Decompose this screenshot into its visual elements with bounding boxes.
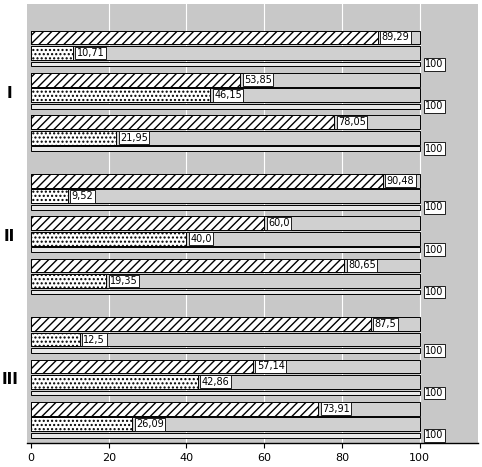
Bar [31,375,198,389]
Bar [31,333,419,347]
Text: 100: 100 [426,346,444,356]
Bar [31,248,419,252]
Text: 9,52: 9,52 [72,191,94,201]
Bar [31,216,419,230]
Text: 100: 100 [426,144,444,154]
Bar [31,390,419,396]
Text: 90,48: 90,48 [387,176,414,186]
Text: 21,95: 21,95 [120,133,148,143]
Bar [31,360,253,373]
Text: 100: 100 [426,202,444,212]
Bar [31,62,419,66]
Text: 78,05: 78,05 [338,117,366,127]
Bar [31,259,419,272]
Text: 10,71: 10,71 [77,48,104,58]
Text: 100: 100 [426,430,444,440]
Bar [31,88,210,102]
Text: 26,09: 26,09 [136,419,164,429]
Bar [31,30,378,44]
Bar [31,205,419,210]
Bar [31,73,419,87]
Bar [31,274,106,288]
Text: 12,5: 12,5 [83,335,105,345]
Text: 40,0: 40,0 [190,234,212,244]
Bar [31,115,419,129]
Text: 100: 100 [426,101,444,112]
Text: II: II [4,229,15,244]
Bar [31,131,116,145]
Bar [31,190,68,203]
Bar [31,333,80,347]
Text: 42,86: 42,86 [201,377,229,387]
Bar [31,174,383,188]
Bar [31,417,133,431]
Text: 53,85: 53,85 [244,75,272,85]
Bar [31,232,187,246]
Bar [31,131,419,145]
Bar [31,190,419,203]
Text: III: III [1,372,18,387]
Text: 60,0: 60,0 [268,218,290,228]
Bar [31,115,334,129]
Text: 100: 100 [426,59,444,69]
Bar [31,73,240,87]
Text: 100: 100 [426,388,444,398]
Bar [31,46,73,60]
Bar [31,232,419,246]
Bar [31,290,419,294]
Bar [31,174,419,188]
Bar [31,46,419,60]
Bar [31,375,419,389]
Bar [31,402,318,416]
Bar [31,348,419,353]
Bar [31,317,371,331]
Bar [31,402,419,416]
Text: 57,14: 57,14 [257,361,285,371]
Text: 87,5: 87,5 [375,319,397,329]
Text: 73,91: 73,91 [322,404,350,414]
Bar [31,317,419,331]
Text: 46,15: 46,15 [214,90,242,100]
Bar [31,30,419,44]
Bar [31,146,419,151]
Bar [31,433,419,438]
Text: 100: 100 [426,287,444,297]
Bar [31,104,419,109]
Text: 89,29: 89,29 [382,33,410,42]
Bar [31,274,419,288]
Bar [31,360,419,373]
Text: 80,65: 80,65 [348,261,376,270]
Bar [31,216,264,230]
Bar [31,259,344,272]
Text: I: I [7,85,13,100]
Text: 100: 100 [426,245,444,255]
Bar [31,417,419,431]
Bar [31,88,419,102]
Text: 19,35: 19,35 [110,276,138,286]
